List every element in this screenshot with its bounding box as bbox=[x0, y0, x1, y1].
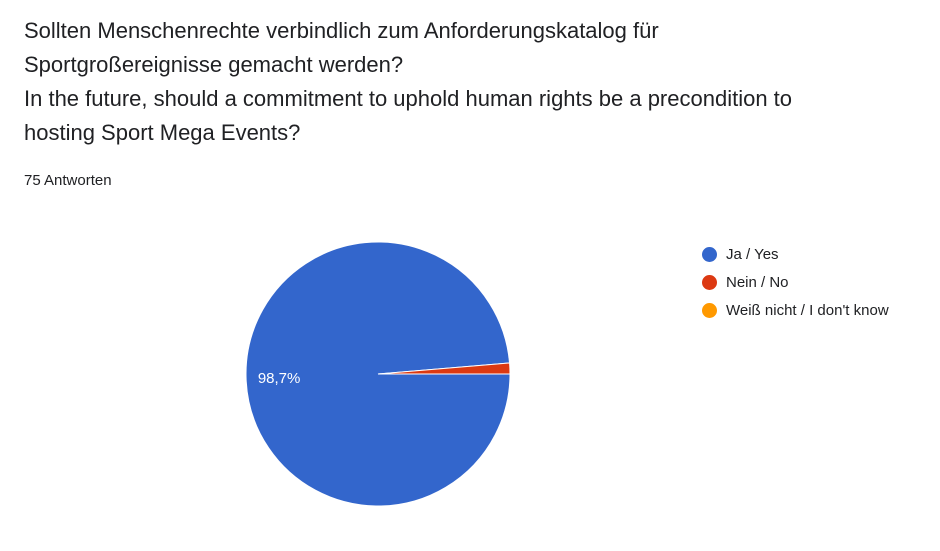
legend-item-yes[interactable]: Ja / Yes bbox=[702, 240, 889, 268]
question-line-4: hosting Sport Mega Events? bbox=[24, 120, 301, 145]
legend-swatch-dont-know bbox=[702, 302, 717, 318]
legend-item-dont-know[interactable]: Weiß nicht / I don't know bbox=[702, 296, 889, 324]
response-count: 75 Antworten bbox=[24, 172, 112, 189]
pie-slice-no[interactable] bbox=[377, 362, 511, 375]
pie-label-yes: 98,7% bbox=[258, 370, 301, 387]
legend-label-yes: Ja / Yes bbox=[726, 245, 779, 263]
legend-label-no: Nein / No bbox=[726, 273, 789, 291]
legend-label-dont-know: Weiß nicht / I don't know bbox=[726, 301, 889, 319]
legend-swatch-no bbox=[702, 274, 717, 290]
question-line-1: Sollten Menschenrechte verbindlich zum A… bbox=[24, 18, 659, 43]
legend-swatch-yes bbox=[702, 246, 717, 262]
question-line-2: Sportgroßereignisse gemacht werden? bbox=[24, 52, 404, 77]
question-title: Sollten Menschenrechte verbindlich zum A… bbox=[24, 14, 904, 150]
question-line-3: In the future, should a commitment to up… bbox=[24, 86, 793, 111]
legend-item-no[interactable]: Nein / No bbox=[702, 268, 889, 296]
chart-legend: Ja / Yes Nein / No Weiß nicht / I don't … bbox=[702, 240, 889, 324]
